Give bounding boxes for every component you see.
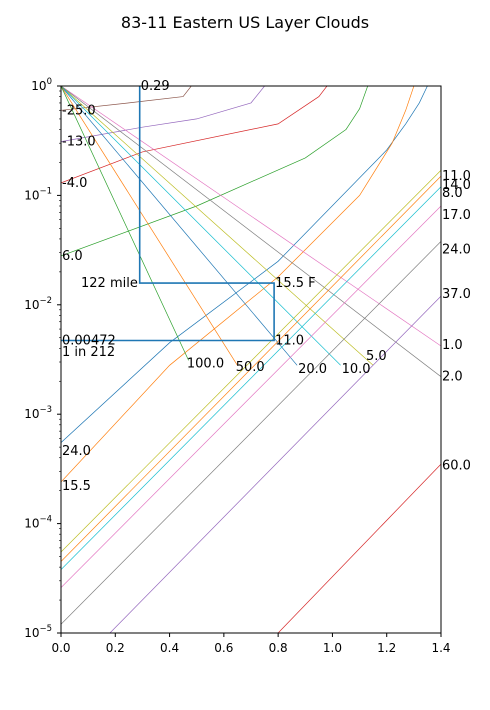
series-line-4 [61,86,265,142]
annotation-label-25: 60.0 [442,459,471,474]
annotation-label-18: 14.0 [442,178,471,193]
series-line-17 [109,295,441,633]
annotation-label-13: 10.0 [342,362,371,377]
annotation-label-4: 6.0 [62,249,83,264]
series-line-9 [61,86,341,366]
y-tick-label-3: 10−3 [24,405,52,421]
series-line-13 [61,169,441,553]
annotation-label-20: 17.0 [442,208,471,223]
series-line-2 [61,86,369,257]
annotation-label-10: 100.0 [187,357,224,372]
annotation-label-11: 50.0 [236,360,265,375]
series-line-16 [61,241,441,625]
series-line-19 [61,175,441,562]
y-tick-label-2: 10−2 [24,296,52,312]
series-line-14 [61,186,441,570]
annotation-label-3: -4.0 [62,176,87,191]
series-line-1 [61,86,415,483]
annotation-label-16: 15.5 [62,479,91,494]
x-tick-label-4: 0.8 [269,641,288,655]
series-line-6 [61,86,441,347]
x-tick-label-2: 0.4 [160,641,179,655]
x-tick-label-3: 0.6 [214,641,233,655]
annotation-label-5: 122 mile [81,276,138,291]
annotation-label-12: 20.0 [298,362,327,377]
reference-line-0 [61,86,275,342]
series-line-5 [61,86,192,111]
annotation-label-17: 11.0 [442,169,471,184]
series-line-10 [61,86,298,366]
x-axis: 0.0 0.2 0.4 0.6 0.8 1.0 1.2 1.4 [51,633,451,655]
series-line-11 [61,86,238,366]
series-line-0 [61,86,428,443]
x-tick-label-6: 1.2 [377,641,396,655]
x-tick-label-1: 0.2 [106,641,125,655]
annotation-label-24: 2.0 [442,370,463,385]
y-tick-label-1: 10−1 [24,186,52,202]
series-line-8 [61,86,374,366]
annotation-label-6: 15.5 F [275,276,316,291]
annotation-label-7: 0.00472 [62,334,116,349]
annotation-label-14: 5.0 [366,349,387,364]
y-axis: 100 10−1 10−2 10−3 10−4 10−5 [24,77,61,640]
annotation-label-9: 11.0 [275,334,304,349]
annotation-label-8: 1 in 212 [62,345,115,360]
reference-layer [61,86,275,342]
series-layer [61,86,441,633]
series-line-15 [61,205,441,588]
annotation-label-19: 8.0 [442,186,463,201]
plot-frame [60,85,442,634]
x-tick-label-7: 1.4 [431,641,450,655]
annotation-label-2: -13.0 [62,135,96,150]
series-line-3 [61,86,328,184]
series-line-18 [277,463,441,633]
annotation-label-21: 24.0 [442,243,471,258]
x-tick-label-5: 1.0 [323,641,342,655]
annotation-label-23: 1.0 [442,338,463,353]
series-line-7 [61,86,441,377]
chart-title: 83-11 Eastern US Layer Clouds [121,13,369,32]
series-line-12 [61,86,189,361]
y-tick-label-4: 10−4 [24,515,52,531]
x-tick-label-0: 0.0 [51,641,70,655]
annotation-label-22: 37.0 [442,287,471,302]
annotation-label-15: 24.0 [62,444,91,459]
y-tick-label-0: 100 [31,77,52,93]
annotation-label-1: -25.0 [62,103,96,118]
y-tick-label-5: 10−5 [24,624,52,640]
